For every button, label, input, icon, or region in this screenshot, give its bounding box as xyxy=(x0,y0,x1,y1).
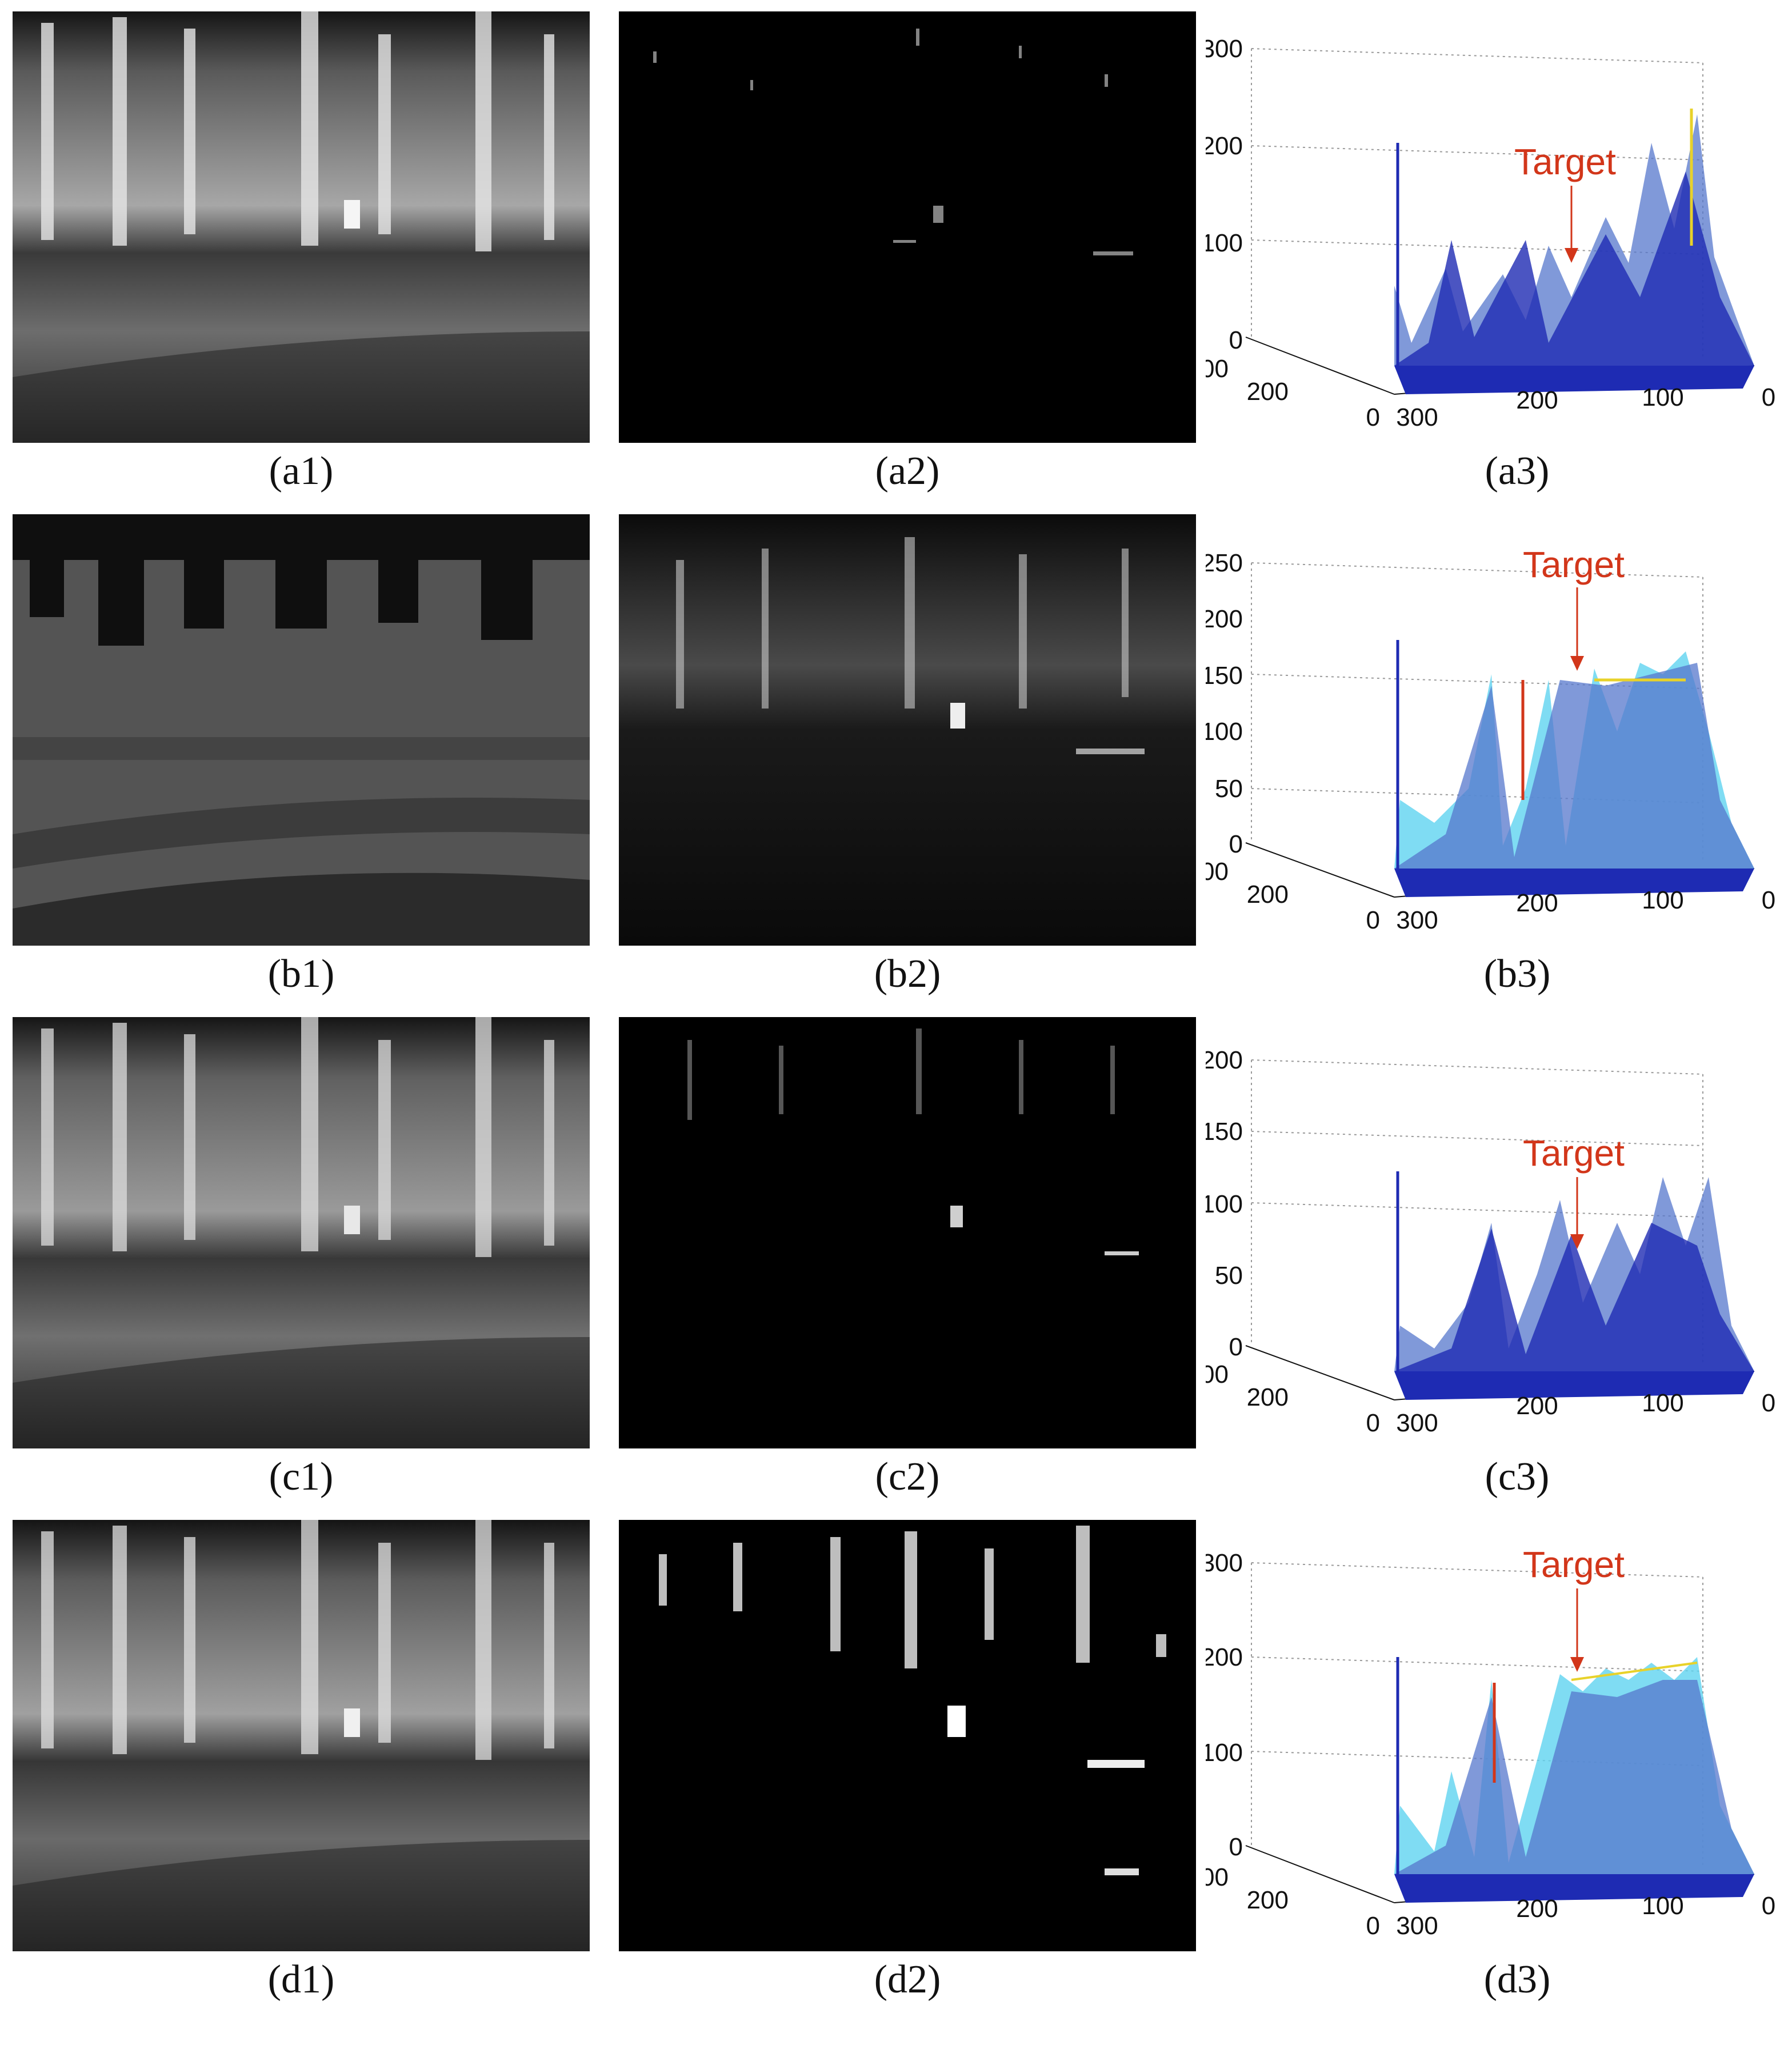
infrared-image-b1 xyxy=(13,514,590,946)
svg-text:200: 200 xyxy=(1516,1895,1558,1923)
svg-text:200: 200 xyxy=(1247,378,1289,406)
svg-text:0: 0 xyxy=(1229,1333,1243,1361)
surface-plot-c3: Target 200 150 100 50 0 400 200 0 300 20… xyxy=(1206,1006,1783,1451)
svg-text:200: 200 xyxy=(1206,605,1243,633)
svg-text:400: 400 xyxy=(1206,858,1229,886)
svg-text:400: 400 xyxy=(1206,355,1229,383)
caption-b2: (b2) xyxy=(874,952,941,996)
caption-d2: (d2) xyxy=(874,1958,941,2002)
svg-text:200: 200 xyxy=(1247,1886,1289,1914)
svg-text:100: 100 xyxy=(1642,1892,1683,1920)
surface-plot-d3: Target 300 200 100 0 400 200 0 300 200 1… xyxy=(1206,1508,1783,1954)
svg-text:0: 0 xyxy=(1366,1409,1380,1437)
target-label: Target xyxy=(1523,1132,1625,1174)
infrared-image-c1 xyxy=(13,1017,590,1448)
caption-c3: (c3) xyxy=(1485,1455,1550,1499)
svg-text:50: 50 xyxy=(1215,775,1243,803)
svg-text:400: 400 xyxy=(1206,1863,1229,1891)
svg-text:0: 0 xyxy=(1366,906,1380,934)
svg-text:300: 300 xyxy=(1206,1549,1243,1577)
figure-row-a: Target 300 200 100 0 400 200 0 300 200 1… xyxy=(0,0,1792,503)
svg-text:300: 300 xyxy=(1396,1409,1438,1437)
svg-text:300: 300 xyxy=(1206,35,1243,63)
saliency-map-d2 xyxy=(619,1520,1196,1951)
figure-row-d: Target 300 200 100 0 400 200 0 300 200 1… xyxy=(0,1508,1792,2011)
svg-text:0: 0 xyxy=(1229,326,1243,354)
svg-text:100: 100 xyxy=(1206,1190,1243,1218)
svg-text:200: 200 xyxy=(1206,132,1243,160)
svg-text:250: 250 xyxy=(1206,549,1243,577)
svg-text:100: 100 xyxy=(1206,1739,1243,1767)
svg-text:200: 200 xyxy=(1206,1046,1243,1074)
caption-a3: (a3) xyxy=(1485,449,1550,493)
caption-d3: (d3) xyxy=(1483,1958,1551,2002)
svg-text:0: 0 xyxy=(1229,830,1243,858)
saliency-map-a2 xyxy=(619,11,1196,443)
infrared-image-d1 xyxy=(13,1520,590,1951)
svg-text:200: 200 xyxy=(1516,386,1558,414)
caption-a1: (a1) xyxy=(269,449,334,493)
surface-plot-a3: Target 300 200 100 0 400 200 0 300 200 1… xyxy=(1206,0,1783,446)
svg-text:100: 100 xyxy=(1206,718,1243,746)
svg-text:300: 300 xyxy=(1396,403,1438,431)
caption-d1: (d1) xyxy=(267,1958,335,2002)
target-label: Target xyxy=(1523,544,1625,585)
saliency-map-c2 xyxy=(619,1017,1196,1448)
svg-text:0: 0 xyxy=(1366,403,1380,431)
svg-text:200: 200 xyxy=(1516,889,1558,917)
svg-text:200: 200 xyxy=(1247,1383,1289,1411)
svg-text:50: 50 xyxy=(1215,1262,1243,1290)
caption-b3: (b3) xyxy=(1483,952,1551,996)
svg-text:200: 200 xyxy=(1206,1643,1243,1671)
svg-text:100: 100 xyxy=(1642,1389,1683,1417)
svg-text:100: 100 xyxy=(1642,383,1683,411)
svg-text:200: 200 xyxy=(1247,881,1289,909)
figure-row-c: Target 200 150 100 50 0 400 200 0 300 20… xyxy=(0,1006,1792,1508)
svg-text:300: 300 xyxy=(1396,906,1438,934)
target-label: Target xyxy=(1523,1544,1625,1585)
svg-text:0: 0 xyxy=(1229,1833,1243,1861)
svg-text:150: 150 xyxy=(1206,662,1243,690)
caption-b1: (b1) xyxy=(267,952,335,996)
svg-text:0: 0 xyxy=(1762,886,1775,914)
infrared-image-a1 xyxy=(13,11,590,443)
caption-c2: (c2) xyxy=(875,1455,940,1499)
caption-a2: (a2) xyxy=(875,449,940,493)
svg-text:400: 400 xyxy=(1206,1360,1229,1388)
svg-text:100: 100 xyxy=(1642,886,1683,914)
surface-plot-b3: Target 250 200 150 100 50 0 400 200 0 30… xyxy=(1206,503,1783,949)
svg-text:200: 200 xyxy=(1516,1392,1558,1420)
svg-text:0: 0 xyxy=(1366,1912,1380,1940)
svg-text:0: 0 xyxy=(1762,1389,1775,1417)
target-label: Target xyxy=(1514,141,1616,182)
svg-text:0: 0 xyxy=(1762,1892,1775,1920)
svg-text:300: 300 xyxy=(1396,1912,1438,1940)
caption-c1: (c1) xyxy=(269,1455,334,1499)
svg-text:100: 100 xyxy=(1206,229,1243,257)
svg-text:150: 150 xyxy=(1206,1118,1243,1146)
saliency-map-b2 xyxy=(619,514,1196,946)
figure-row-b: Target 250 200 150 100 50 0 400 200 0 30… xyxy=(0,503,1792,1006)
svg-text:0: 0 xyxy=(1762,383,1775,411)
